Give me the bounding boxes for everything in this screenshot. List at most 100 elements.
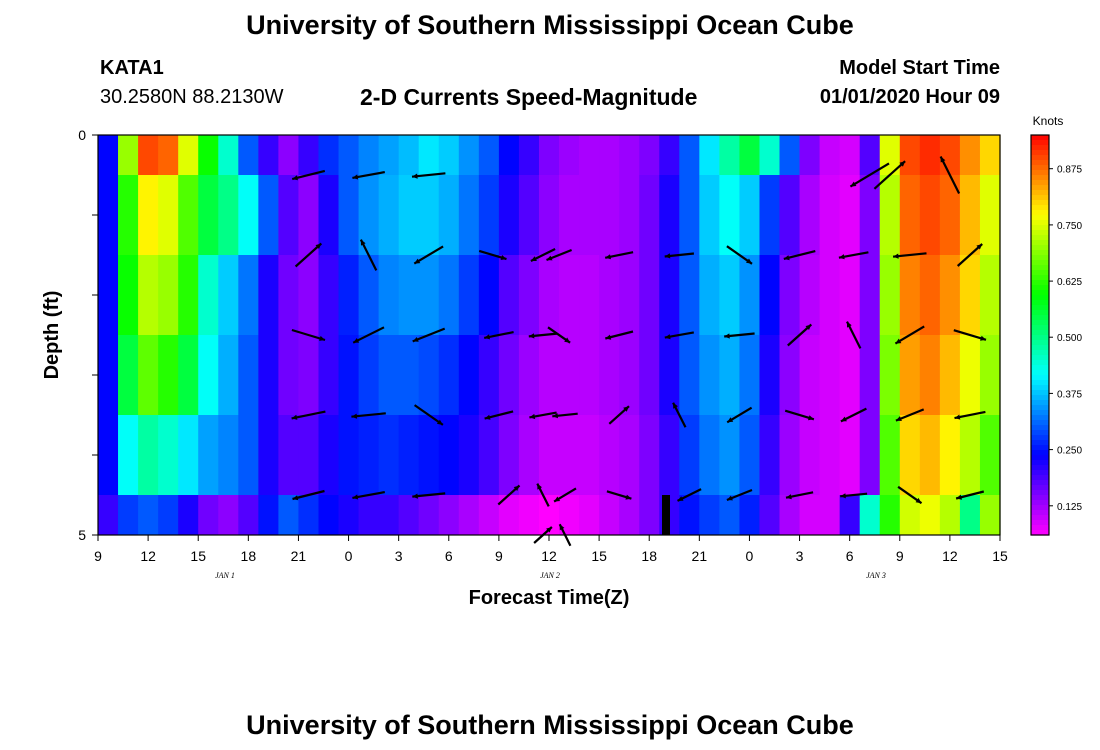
heatmap-cell: [759, 175, 781, 255]
heatmap-cell: [338, 135, 360, 175]
heatmap-cell: [278, 495, 300, 535]
y-axis-title: Depth (ft): [41, 291, 63, 380]
current-vector-head: [351, 413, 358, 419]
date-label: JAN 2: [540, 571, 560, 580]
colorbar-segment: [1031, 345, 1049, 351]
heatmap-cell: [438, 255, 460, 335]
heatmap-cell: [378, 135, 400, 175]
heatmap-cell: [979, 255, 1001, 335]
heatmap-cell: [438, 415, 460, 495]
current-vector: [849, 162, 890, 188]
heatmap-cell: [298, 255, 320, 335]
current-vector-head: [783, 255, 790, 261]
heatmap-cell: [939, 175, 961, 255]
colorbar-segment: [1031, 335, 1049, 341]
heatmap-cell: [218, 175, 239, 255]
heatmap-cell: [398, 135, 420, 175]
colorbar-segment: [1031, 145, 1049, 151]
heatmap-cell: [138, 415, 159, 495]
heatmap-cell: [138, 175, 159, 255]
colorbar-unit: Knots: [1033, 114, 1064, 128]
plot-title: 2-D Currents Speed-Magnitude: [360, 84, 698, 110]
heatmap-cell: [158, 175, 179, 255]
heatmap-cell: [699, 175, 720, 255]
heatmap-cell: [398, 335, 420, 415]
heatmap-cell: [278, 255, 300, 335]
heatmap-cell: [198, 255, 219, 335]
current-vector-head: [840, 493, 846, 499]
current-vector: [953, 329, 987, 341]
heatmap-cell: [939, 135, 961, 175]
heatmap-cell: [679, 175, 700, 255]
colorbar-segment: [1031, 490, 1049, 496]
heatmap-cell: [458, 335, 480, 415]
speed-heatmap: [98, 135, 1001, 535]
colorbar-segment: [1031, 525, 1049, 531]
current-vector: [894, 325, 925, 345]
heatmap-cell: [639, 135, 660, 175]
x-tick-label: 0: [746, 548, 754, 564]
heatmap-cell: [518, 135, 540, 175]
current-vector-head: [673, 402, 678, 409]
current-vector: [294, 242, 323, 268]
heatmap-cell: [699, 335, 720, 415]
current-vector-head: [980, 335, 986, 341]
current-vector: [783, 250, 816, 260]
heatmap-cell: [538, 335, 560, 415]
heatmap-cell: [298, 335, 320, 415]
heatmap-cell: [599, 495, 620, 535]
colorbar: Knots 0.875 0.750 0.625 0.500 0.375 0.250 0.12…: [1030, 114, 1082, 536]
current-vector-head: [847, 321, 852, 328]
heatmap-cell: [839, 175, 861, 255]
current-vector: [873, 160, 906, 190]
heatmap-cell: [819, 495, 841, 535]
heatmap-cell: [538, 495, 560, 535]
heatmap-cell: [258, 415, 279, 495]
colorbar-segment: [1031, 135, 1049, 141]
colorbar-segment: [1031, 355, 1049, 361]
colorbar-segment: [1031, 385, 1049, 391]
heatmap-cell: [138, 335, 159, 415]
x-tick-label: 6: [846, 548, 854, 564]
heatmap-cell: [178, 135, 199, 175]
colorbar-segment: [1031, 475, 1049, 481]
heatmap-cell: [198, 175, 219, 255]
heatmap-cell: [318, 335, 340, 415]
heatmap-cell: [799, 415, 821, 495]
heatmap-cell: [518, 495, 540, 535]
heatmap-cell: [959, 415, 981, 495]
current-vector-head: [414, 258, 421, 264]
heatmap-cell: [759, 255, 781, 335]
heatmap-cell: [619, 495, 640, 535]
heatmap-cell: [679, 495, 700, 535]
current-vector-head: [893, 253, 899, 259]
heatmap-cell: [959, 135, 981, 175]
current-vector: [351, 412, 386, 418]
heatmap-cell: [739, 135, 761, 175]
colorbar-segment: [1031, 505, 1049, 511]
heatmap-cell: [859, 135, 881, 175]
heatmap-cell: [599, 175, 620, 255]
colorbar-segment: [1031, 410, 1049, 416]
current-vector-head: [412, 493, 418, 499]
heatmap-cell: [118, 495, 139, 535]
heatmap-cell: [559, 175, 580, 255]
x-tick-label: 9: [94, 548, 102, 564]
heatmap-cell: [438, 175, 460, 255]
heatmap-cell: [338, 255, 360, 335]
heatmap-cell: [478, 495, 500, 535]
current-vector-head: [727, 417, 734, 423]
heatmap-cell: [879, 175, 901, 255]
heatmap-cell: [559, 135, 580, 175]
heatmap-cell: [599, 335, 620, 415]
heatmap-cell: [819, 335, 841, 415]
heatmap-cell: [538, 415, 560, 495]
heatmap-cell: [699, 415, 720, 495]
colorbar-tick-label: 0.125: [1057, 502, 1082, 513]
heatmap-cell: [719, 495, 741, 535]
heatmap-cell: [158, 495, 179, 535]
current-vector-head: [315, 243, 322, 249]
current-vector: [352, 171, 385, 179]
heatmap-cell: [759, 135, 781, 175]
station-id: KATA1: [100, 57, 164, 79]
